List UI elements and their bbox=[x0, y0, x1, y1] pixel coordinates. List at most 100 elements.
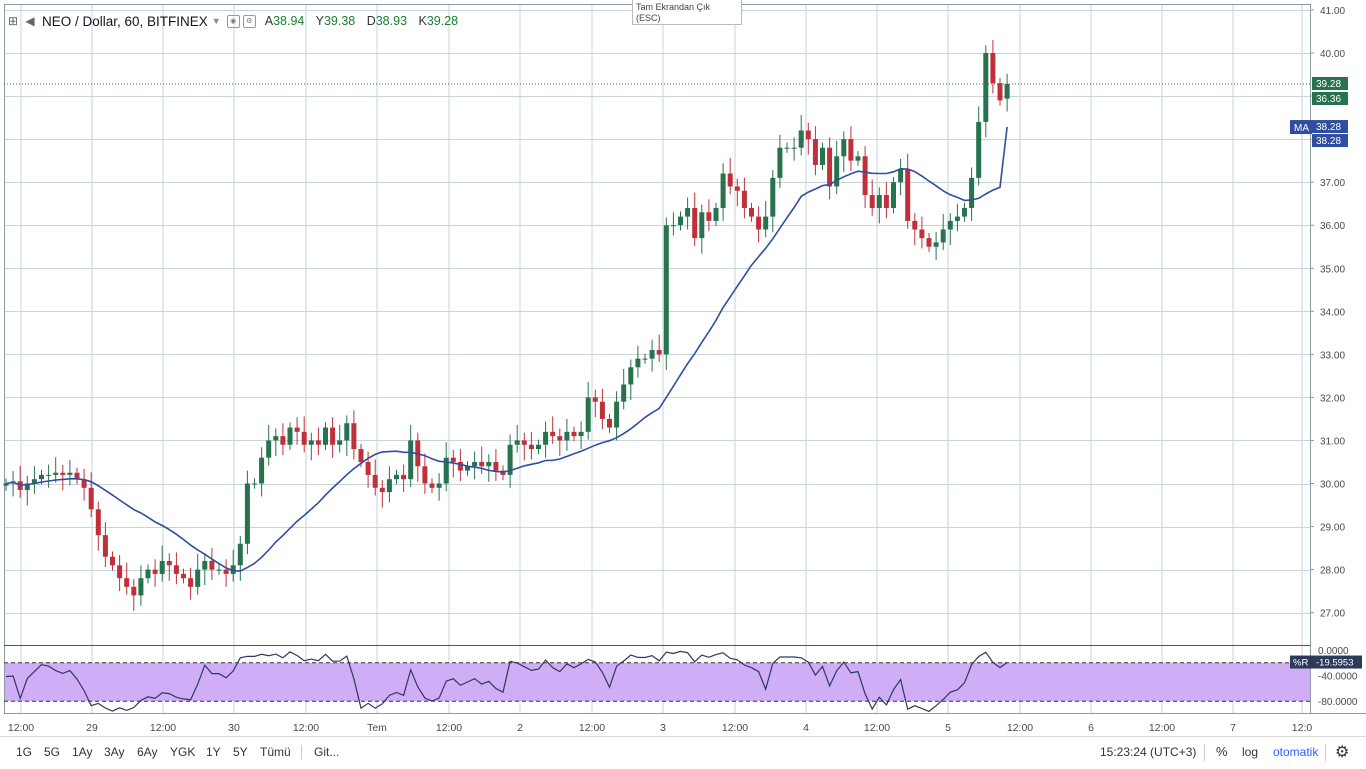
period-1y-button[interactable]: 1Y bbox=[206, 745, 221, 759]
time-tick-label: 12:0 bbox=[1292, 722, 1313, 734]
candle-body bbox=[337, 440, 343, 445]
time-tick-label: 7 bbox=[1230, 722, 1236, 734]
period-3ay-button[interactable]: 3Ay bbox=[104, 745, 125, 759]
wr-legend-label: %R bbox=[1293, 658, 1308, 669]
candle-body bbox=[656, 350, 662, 355]
candle bbox=[259, 447, 265, 497]
candle bbox=[294, 417, 300, 445]
candle-body bbox=[117, 565, 123, 579]
candle bbox=[124, 562, 130, 595]
candle bbox=[60, 464, 66, 491]
toolbar-divider bbox=[1325, 744, 1326, 761]
candle bbox=[479, 446, 485, 475]
candle-body bbox=[60, 472, 66, 475]
grid-lines bbox=[4, 4, 1310, 713]
candle-body bbox=[457, 461, 463, 471]
symbol-title[interactable]: NEO / Dollar, 60, BITFINEX bbox=[42, 13, 208, 29]
goto-date-button[interactable]: Git... bbox=[314, 745, 340, 759]
period-5g-button[interactable]: 5G bbox=[44, 745, 61, 759]
candle bbox=[131, 579, 137, 611]
candle-body bbox=[280, 436, 286, 445]
candle-body bbox=[152, 569, 158, 574]
candle bbox=[727, 158, 733, 195]
candle-body bbox=[74, 472, 80, 480]
candle bbox=[17, 465, 23, 498]
candle-body bbox=[536, 444, 541, 450]
low-label: D bbox=[366, 14, 376, 28]
candle bbox=[181, 568, 186, 584]
candle bbox=[663, 217, 669, 370]
candle-body bbox=[521, 440, 527, 445]
candle bbox=[159, 545, 165, 582]
candle bbox=[741, 177, 747, 219]
ma-legend-bg bbox=[1290, 120, 1312, 135]
period-5y-button[interactable]: 5Y bbox=[233, 745, 248, 759]
candle bbox=[237, 536, 243, 581]
chevron-down-icon[interactable]: ▼ bbox=[211, 16, 221, 26]
candle-body bbox=[990, 53, 996, 84]
candle bbox=[699, 204, 705, 254]
chart-legend-header: ⊞ ◀ NEO / Dollar, 60, BITFINEX ▼ ◉ ⚙ A38… bbox=[6, 11, 466, 31]
candle bbox=[308, 432, 314, 461]
candle-body bbox=[905, 169, 911, 221]
expand-icon[interactable]: ⊞ bbox=[7, 14, 19, 28]
candle-body bbox=[173, 565, 179, 574]
ma-legend-label: MA bbox=[1294, 123, 1309, 134]
candle bbox=[486, 454, 492, 482]
candle bbox=[323, 422, 328, 450]
price-tick-label: 29.00 bbox=[1320, 523, 1345, 534]
period-1ay-button[interactable]: 1Ay bbox=[72, 745, 93, 759]
candle bbox=[628, 359, 634, 400]
candle-body bbox=[195, 569, 201, 587]
candle-body bbox=[841, 139, 847, 157]
auto-scale-toggle[interactable]: otomatik bbox=[1273, 745, 1319, 759]
candle-body bbox=[372, 474, 378, 488]
candle-body bbox=[102, 535, 108, 557]
settings-icon[interactable]: ⚙ bbox=[242, 14, 256, 28]
candle-body bbox=[493, 461, 499, 471]
price-tick-label: 30.00 bbox=[1320, 480, 1345, 491]
candle bbox=[827, 137, 833, 200]
period-ygk-button[interactable]: YGK bbox=[170, 745, 196, 759]
candle bbox=[188, 567, 194, 600]
candle-body bbox=[628, 367, 634, 385]
period-6ay-button[interactable]: 6Ay bbox=[137, 745, 158, 759]
candle-body bbox=[166, 560, 172, 566]
collapse-arrow-icon[interactable]: ◀ bbox=[25, 14, 35, 28]
gear-icon[interactable]: ⚙ bbox=[1335, 744, 1350, 761]
candle-body bbox=[635, 358, 641, 368]
candle bbox=[536, 439, 541, 455]
candle bbox=[869, 179, 875, 216]
time-tick-label: 12:00 bbox=[579, 722, 605, 734]
period-all-button[interactable]: Tümü bbox=[260, 745, 291, 759]
candle bbox=[550, 416, 556, 444]
candle bbox=[557, 428, 563, 456]
candle-body bbox=[209, 560, 215, 570]
candle bbox=[798, 114, 804, 156]
period-1g-button[interactable]: 1G bbox=[16, 745, 33, 759]
candle bbox=[713, 202, 719, 227]
candle-body bbox=[46, 474, 52, 476]
candle-body bbox=[507, 444, 513, 475]
candle bbox=[848, 126, 854, 171]
candle-body bbox=[876, 195, 882, 208]
candle bbox=[883, 182, 889, 219]
time-tick-label: 12:00 bbox=[8, 722, 34, 734]
time-tick-label: 3 bbox=[660, 722, 666, 734]
candle bbox=[543, 421, 549, 458]
candles bbox=[3, 40, 1010, 611]
candle bbox=[394, 469, 399, 485]
candle-body bbox=[223, 569, 229, 574]
log-scale-toggle[interactable]: log bbox=[1242, 745, 1259, 759]
candle-body bbox=[379, 487, 385, 493]
clock-timezone[interactable]: 15:23:24 (UTC+3) bbox=[1100, 745, 1197, 759]
eye-icon[interactable]: ◉ bbox=[226, 14, 240, 28]
candle-body bbox=[919, 229, 925, 239]
candle bbox=[521, 432, 527, 461]
candle bbox=[53, 457, 59, 483]
candle bbox=[997, 77, 1003, 106]
candle-body bbox=[138, 578, 144, 596]
candle-body bbox=[940, 229, 946, 243]
price-chart[interactable]: 27.00 28.00 29.00 30.00 31.00 32.00 33.00 34.00… bbox=[0, 0, 1366, 736]
percent-scale-toggle[interactable]: % bbox=[1216, 744, 1228, 759]
